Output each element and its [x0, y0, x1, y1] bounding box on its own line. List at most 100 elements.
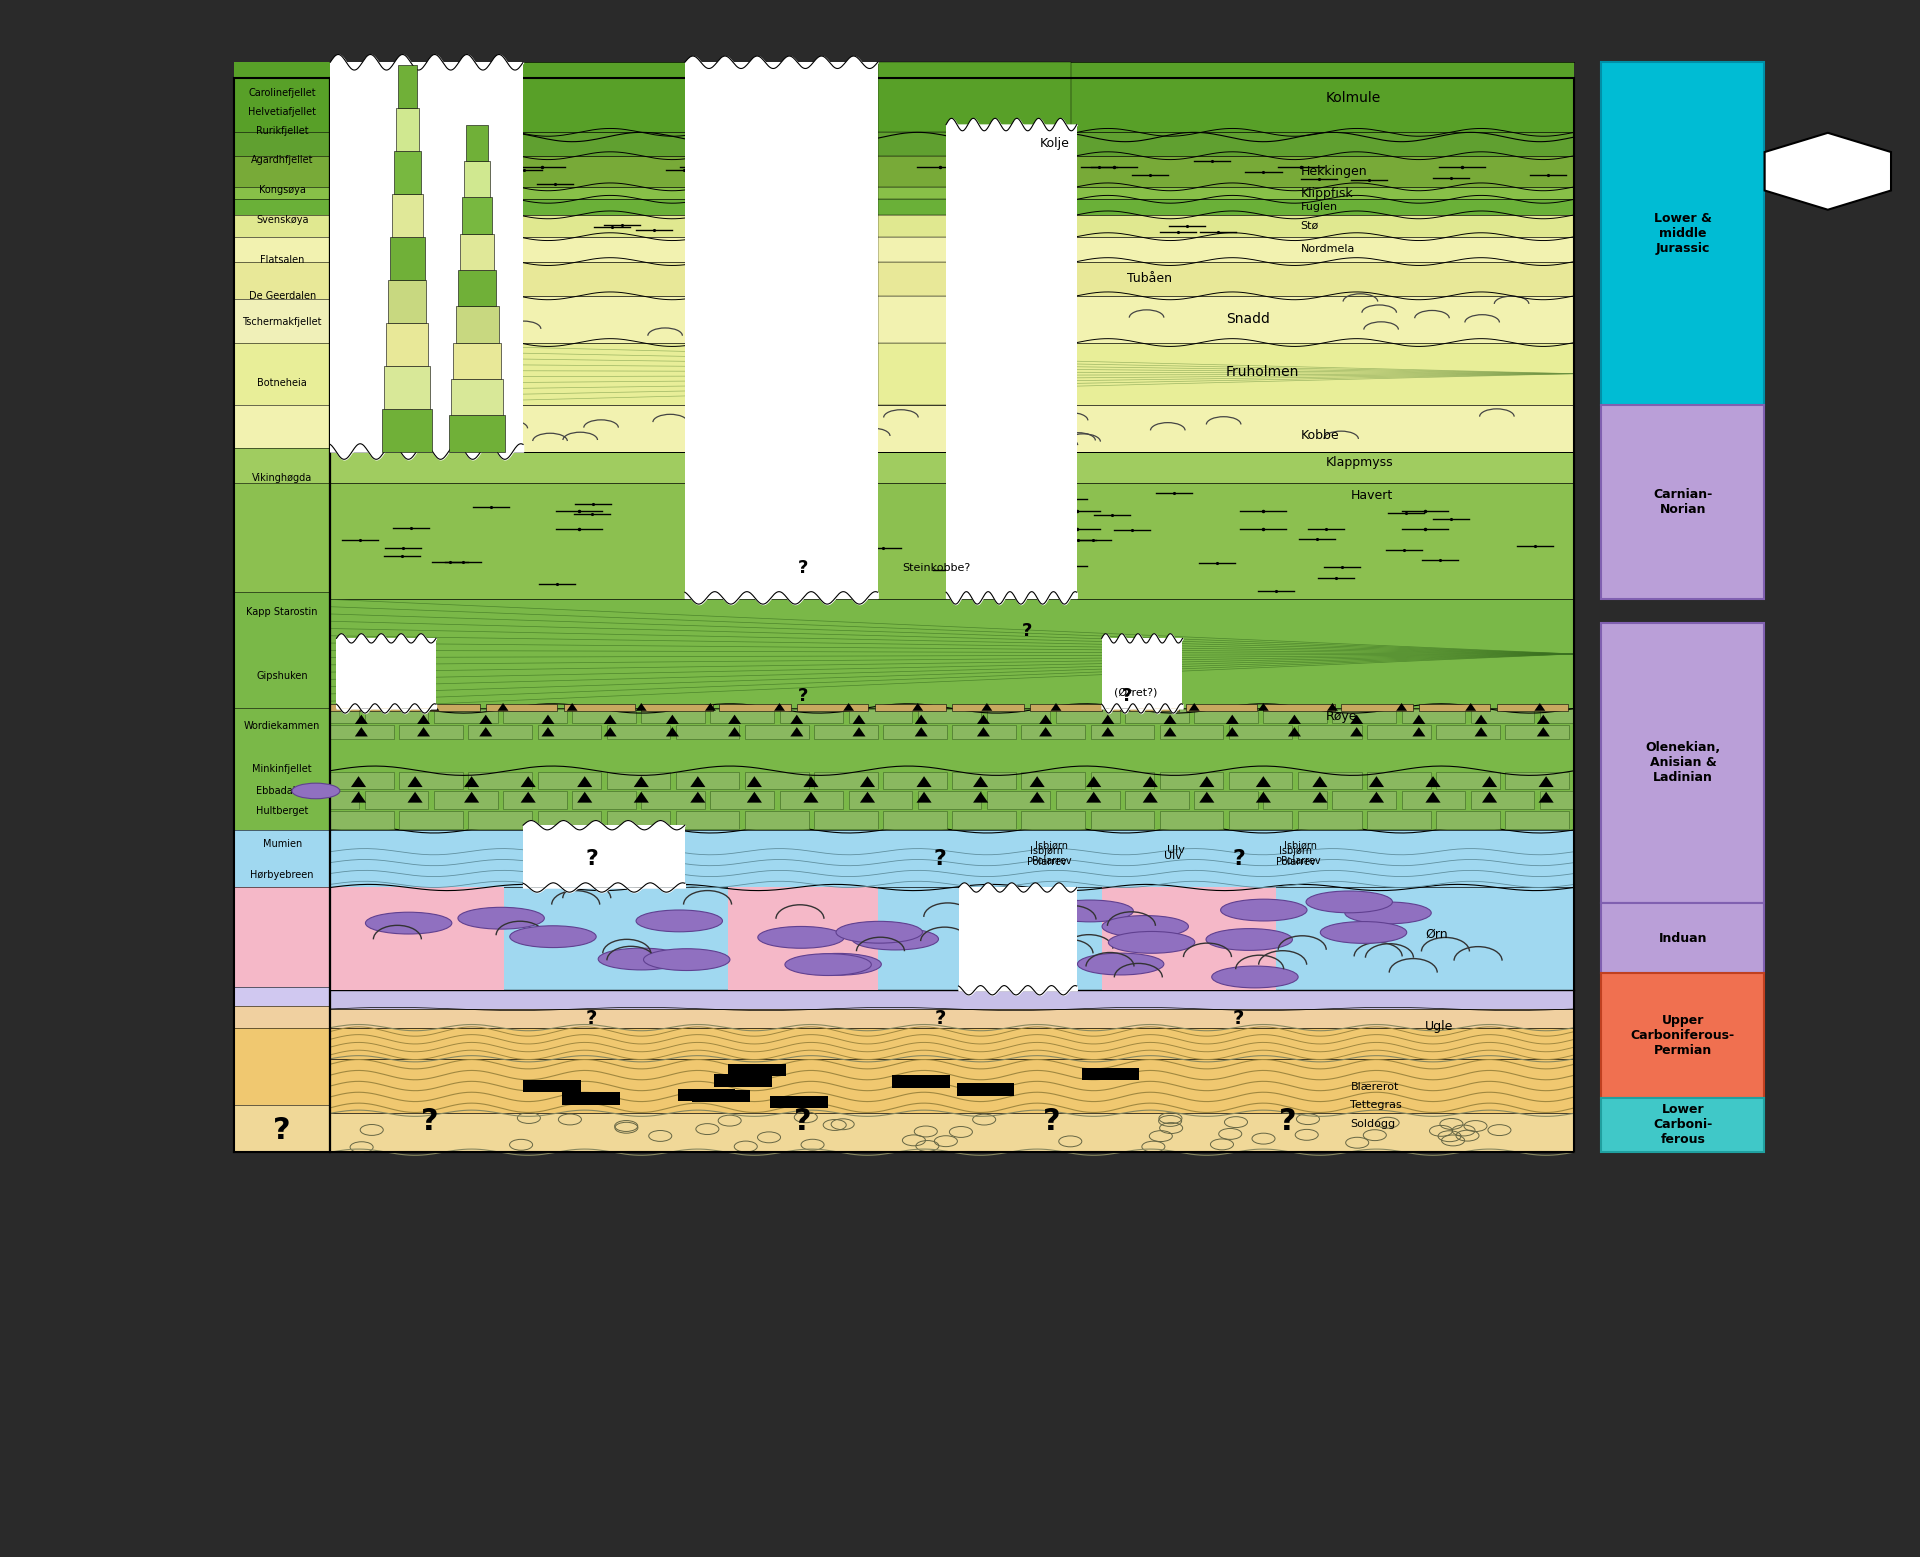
Bar [1056, 791, 1119, 810]
Bar [849, 708, 912, 722]
Bar [330, 237, 1574, 262]
Polygon shape [497, 704, 509, 710]
Bar [1263, 791, 1327, 810]
Text: Tschermakfjellet: Tschermakfjellet [242, 318, 323, 327]
Bar [877, 132, 1071, 156]
Bar [538, 724, 601, 740]
Polygon shape [852, 727, 866, 736]
Bar [1332, 708, 1396, 722]
Bar [1340, 704, 1413, 712]
Bar [877, 156, 1071, 187]
Text: Isbjørn: Isbjørn [1284, 841, 1317, 850]
Bar [1496, 704, 1569, 712]
Bar [1505, 724, 1569, 740]
Bar [607, 724, 670, 740]
Polygon shape [803, 793, 818, 803]
Polygon shape [912, 704, 924, 710]
Polygon shape [1413, 715, 1425, 724]
Polygon shape [1327, 704, 1338, 710]
Bar [396, 109, 419, 151]
Text: ?: ? [935, 1009, 945, 1028]
Ellipse shape [1321, 922, 1407, 944]
Bar [1021, 724, 1085, 740]
Bar [877, 262, 1071, 296]
Bar [330, 811, 394, 828]
Bar [234, 215, 330, 237]
Text: Botneheia: Botneheia [257, 378, 307, 388]
Bar [883, 772, 947, 789]
Bar [849, 791, 912, 810]
Bar [234, 132, 330, 156]
Polygon shape [852, 715, 866, 724]
Bar [465, 160, 490, 198]
Polygon shape [417, 727, 430, 736]
Ellipse shape [998, 895, 1085, 917]
Polygon shape [465, 793, 480, 803]
Polygon shape [603, 727, 616, 736]
Bar [678, 1088, 735, 1101]
Bar [330, 887, 1574, 990]
Text: Soldogg: Soldogg [1350, 1119, 1396, 1129]
Bar [234, 299, 330, 343]
Polygon shape [520, 793, 536, 803]
Polygon shape [981, 704, 993, 710]
Ellipse shape [365, 912, 451, 934]
Bar [1263, 708, 1327, 722]
Bar [1091, 811, 1154, 828]
Polygon shape [728, 727, 741, 736]
Polygon shape [578, 793, 591, 803]
Polygon shape [1534, 704, 1546, 710]
Bar [1029, 704, 1102, 712]
Bar [1601, 405, 1764, 599]
Polygon shape [1350, 727, 1363, 736]
Bar [330, 62, 1574, 132]
Bar [952, 811, 1016, 828]
Text: Snadd: Snadd [1227, 313, 1269, 325]
Bar [407, 704, 480, 712]
Bar [710, 791, 774, 810]
Polygon shape [705, 704, 716, 710]
Ellipse shape [835, 922, 922, 944]
Bar [1229, 811, 1292, 828]
Bar [330, 599, 1574, 708]
Bar [330, 132, 1574, 156]
Polygon shape [1288, 715, 1302, 724]
Polygon shape [578, 777, 591, 788]
Bar [234, 405, 330, 448]
Bar [958, 887, 1077, 990]
Bar [728, 1063, 785, 1076]
Ellipse shape [1102, 916, 1188, 937]
Bar [893, 1076, 950, 1088]
Bar [330, 1028, 1574, 1059]
Bar [234, 343, 330, 405]
Bar [770, 1096, 828, 1109]
Polygon shape [1142, 793, 1158, 803]
Bar [330, 199, 1574, 215]
Bar [399, 724, 463, 740]
Bar [330, 990, 1574, 1009]
Ellipse shape [795, 953, 881, 975]
Polygon shape [1413, 727, 1425, 736]
Bar [1367, 724, 1430, 740]
Bar [987, 791, 1050, 810]
Text: Tubåen: Tubåen [1127, 272, 1171, 285]
Bar [572, 708, 636, 722]
Bar [956, 1084, 1014, 1096]
Polygon shape [1188, 704, 1200, 710]
Text: Helvetiafjellet: Helvetiafjellet [248, 107, 317, 117]
Bar [952, 704, 1023, 712]
Bar [1298, 724, 1361, 740]
Bar [641, 791, 705, 810]
Bar [877, 343, 1071, 405]
Text: Røye: Røye [1325, 710, 1357, 722]
Bar [384, 366, 430, 408]
Polygon shape [1536, 715, 1549, 724]
Bar [336, 638, 436, 708]
Text: Hultberget: Hultberget [255, 807, 309, 816]
Text: Blærerot: Blærerot [1350, 1082, 1400, 1091]
Ellipse shape [292, 783, 340, 799]
Bar [1229, 724, 1292, 740]
Bar [538, 811, 601, 828]
Bar [877, 199, 1071, 215]
Bar [330, 452, 1574, 483]
